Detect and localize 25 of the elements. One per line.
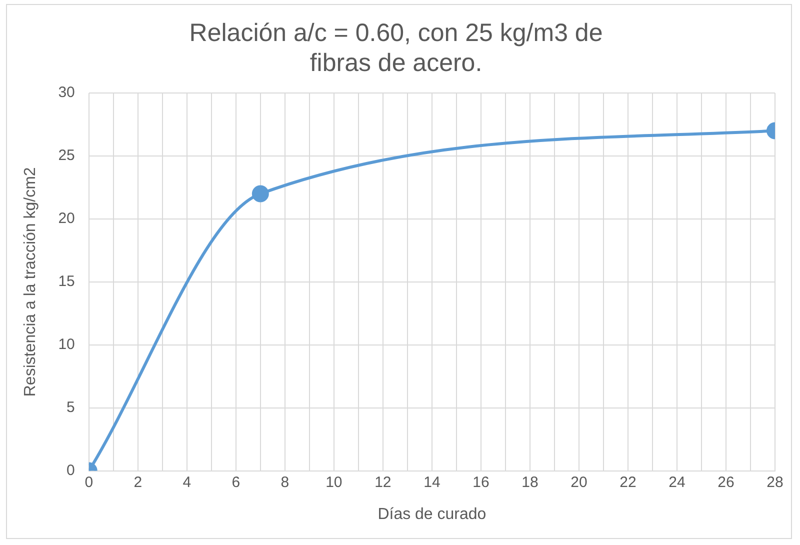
x-tick-label: 18 — [522, 474, 538, 491]
x-tick-label: 24 — [668, 474, 686, 491]
x-tick-label: 2 — [134, 474, 142, 491]
x-tick-label: 6 — [232, 474, 240, 491]
y-tick-label: 10 — [58, 336, 75, 354]
x-tick-label: 10 — [326, 474, 342, 491]
x-tick-label: 8 — [280, 474, 290, 491]
y-tick-label: 15 — [58, 273, 75, 290]
y-tick-label: 5 — [66, 398, 75, 416]
x-tick-label: 14 — [424, 474, 440, 491]
x-tick-label: 22 — [620, 474, 636, 491]
chart-title: Relación a/c = 0.60, con 25 kg/m3 de fibras de acero. — [189, 18, 603, 77]
x-tick-label: 0 — [84, 474, 94, 491]
x-axis-title: Días de curado — [378, 506, 486, 523]
x-tick-label: 4 — [182, 474, 192, 491]
x-tick-label: 16 — [472, 474, 490, 491]
x-tick-label: 20 — [570, 474, 588, 491]
y-tick-label: 25 — [58, 147, 75, 164]
y-axis-title: Resistencia a la tracción kg/cm2 — [22, 167, 40, 397]
y-tick-label: 30 — [58, 84, 75, 102]
x-tick-label: 12 — [374, 474, 392, 491]
y-tick-label: 20 — [58, 210, 75, 228]
y-tick-label: 0 — [66, 462, 75, 479]
x-tick-label: 28 — [766, 474, 784, 491]
x-tick-label: 26 — [718, 474, 734, 491]
